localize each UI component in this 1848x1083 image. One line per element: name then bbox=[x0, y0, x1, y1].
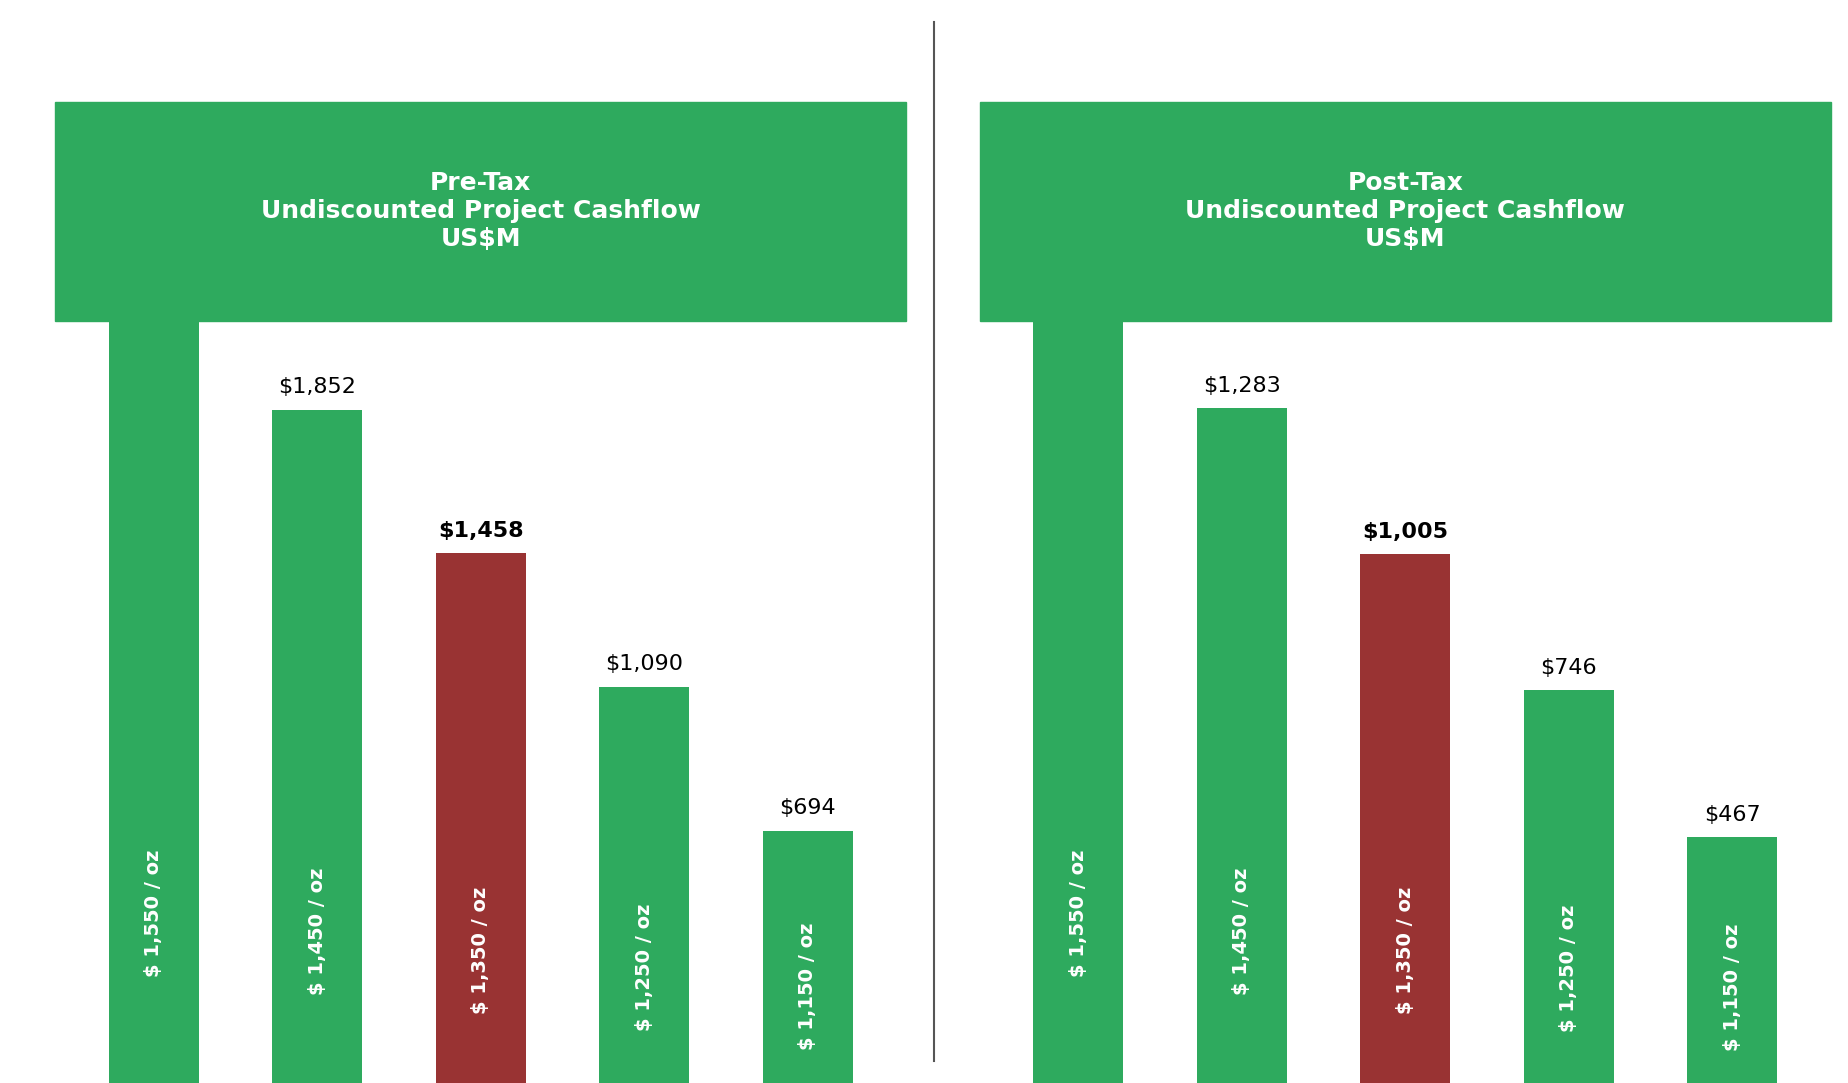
Bar bbox=[109, 266, 198, 1083]
Text: $1,283: $1,283 bbox=[1203, 376, 1281, 395]
Text: $2,246: $2,246 bbox=[115, 234, 192, 255]
Text: Post-Tax
Undiscounted Project Cashflow
US$M: Post-Tax Undiscounted Project Cashflow U… bbox=[1185, 171, 1624, 251]
FancyBboxPatch shape bbox=[979, 102, 1830, 321]
Text: $ 1,250 / oz: $ 1,250 / oz bbox=[1558, 904, 1578, 1032]
Text: $1,005: $1,005 bbox=[1362, 522, 1447, 542]
Text: $ 1,550 / oz: $ 1,550 / oz bbox=[1068, 849, 1087, 977]
Text: $ 1,550 / oz: $ 1,550 / oz bbox=[144, 849, 163, 977]
Bar bbox=[1360, 554, 1449, 1083]
Text: $ 1,350 / oz: $ 1,350 / oz bbox=[471, 887, 490, 1014]
Bar bbox=[763, 831, 852, 1083]
Bar bbox=[1033, 266, 1122, 1083]
Text: $ 1,450 / oz: $ 1,450 / oz bbox=[307, 869, 327, 995]
Text: $746: $746 bbox=[1539, 658, 1597, 678]
Text: Pre-Tax
Undiscounted Project Cashflow
US$M: Pre-Tax Undiscounted Project Cashflow US… bbox=[261, 171, 700, 251]
Bar bbox=[436, 552, 525, 1083]
Text: $1,090: $1,090 bbox=[604, 654, 684, 675]
Text: $1,458: $1,458 bbox=[438, 521, 523, 540]
Text: $ 1,150 / oz: $ 1,150 / oz bbox=[798, 923, 817, 1051]
Text: $1,852: $1,852 bbox=[277, 377, 357, 397]
Bar bbox=[1687, 837, 1776, 1083]
Text: $ 1,250 / oz: $ 1,250 / oz bbox=[634, 904, 654, 1031]
Text: $694: $694 bbox=[780, 798, 835, 819]
Bar bbox=[1196, 408, 1286, 1083]
Bar bbox=[272, 409, 362, 1083]
Bar bbox=[1523, 691, 1613, 1083]
Text: $ 1,350 / oz: $ 1,350 / oz bbox=[1395, 887, 1414, 1015]
Text: $467: $467 bbox=[1704, 805, 1759, 825]
FancyBboxPatch shape bbox=[55, 102, 906, 321]
Text: $ 1,150 / oz: $ 1,150 / oz bbox=[1722, 924, 1741, 1052]
Bar bbox=[599, 687, 689, 1083]
Text: $ 1,450 / oz: $ 1,450 / oz bbox=[1231, 867, 1251, 995]
Text: $1,552: $1,552 bbox=[1039, 234, 1116, 255]
